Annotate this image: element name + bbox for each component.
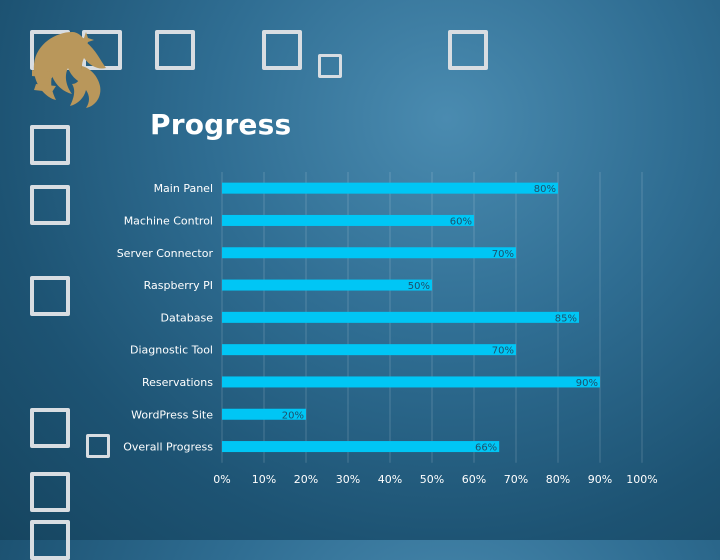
- data-label: 60%: [450, 216, 472, 227]
- decorative-square: [155, 30, 195, 70]
- data-label: 20%: [282, 410, 304, 421]
- chart-bar: [222, 182, 558, 194]
- data-label: 70%: [492, 346, 514, 357]
- page-title: Progress: [150, 108, 292, 141]
- decorative-square: [30, 125, 70, 165]
- data-label: 85%: [555, 313, 577, 324]
- x-tick-label: 20%: [294, 473, 318, 486]
- chart-labels: 0% 10% 20% 30% 40% 50% 60% 70% 80% 90% 100% Main Pa…: [117, 182, 658, 486]
- x-tick-label: 10%: [252, 473, 276, 486]
- chart-bars: [222, 182, 600, 453]
- category-label: WordPress Site: [131, 408, 213, 421]
- chart-bar: [222, 441, 500, 453]
- decorative-square: [262, 30, 302, 70]
- chart-bar: [222, 376, 600, 388]
- decorative-square: [30, 185, 70, 225]
- x-tick-label: 100%: [626, 473, 657, 486]
- category-label: Reservations: [142, 376, 213, 389]
- data-label: 80%: [534, 184, 556, 195]
- decorative-square: [30, 276, 70, 316]
- data-label: 70%: [492, 249, 514, 260]
- data-label: 50%: [408, 281, 430, 292]
- chart-bar: [222, 214, 474, 226]
- chart-bar: [222, 279, 432, 291]
- category-label: Server Connector: [117, 247, 214, 260]
- x-tick-label: 40%: [378, 473, 402, 486]
- category-label: Overall Progress: [123, 441, 213, 454]
- decorative-square: [318, 54, 342, 78]
- x-tick-label: 60%: [462, 473, 486, 486]
- category-label: Main Panel: [154, 182, 213, 195]
- x-tick-label: 0%: [213, 473, 230, 486]
- decorative-square: [30, 472, 70, 512]
- chart-bar: [222, 247, 516, 259]
- chart-bar: [222, 344, 516, 356]
- progress-bar-chart: 0% 10% 20% 30% 40% 50% 60% 70% 80% 90% 100% Main Pa…: [117, 182, 658, 486]
- decorative-square: [86, 434, 110, 458]
- x-tick-label: 50%: [420, 473, 444, 486]
- chart-bar: [222, 408, 306, 420]
- data-label: 66%: [475, 443, 497, 454]
- chart-bar: [222, 311, 579, 323]
- pegasus-logo-icon: [32, 32, 106, 108]
- x-tick-label: 80%: [546, 473, 570, 486]
- category-label: Machine Control: [124, 214, 213, 227]
- category-label: Raspberry PI: [144, 279, 213, 292]
- data-label: 90%: [576, 378, 598, 389]
- x-tick-label: 90%: [588, 473, 612, 486]
- x-tick-label: 70%: [504, 473, 528, 486]
- x-tick-label: 30%: [336, 473, 360, 486]
- decorative-square: [30, 408, 70, 448]
- category-label: Diagnostic Tool: [130, 344, 213, 357]
- category-label: Database: [161, 311, 214, 324]
- decorative-square: [448, 30, 488, 70]
